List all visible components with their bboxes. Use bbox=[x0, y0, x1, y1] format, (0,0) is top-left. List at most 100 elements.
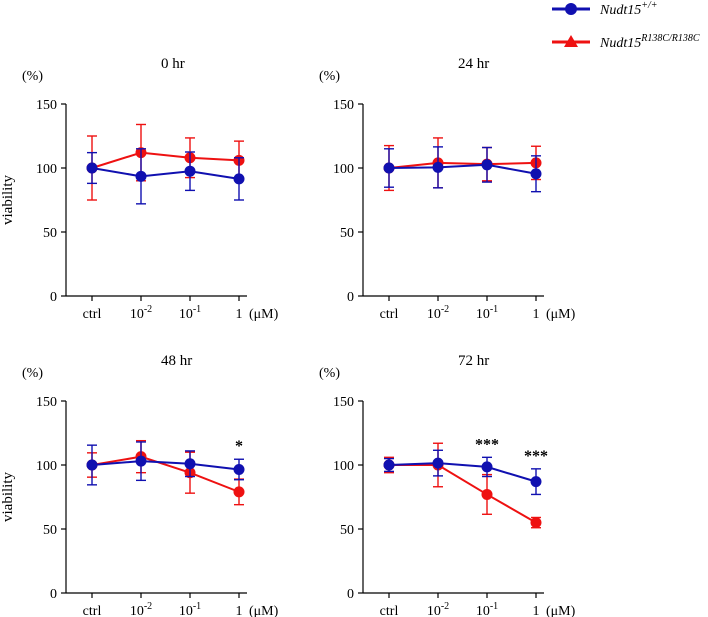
x-tick-label: 10-1 bbox=[179, 304, 201, 322]
y-tick-label: 150 bbox=[333, 98, 354, 113]
data-point bbox=[530, 517, 542, 529]
series-line bbox=[388, 163, 537, 175]
y-tick-label: 0 bbox=[50, 290, 57, 305]
x-tick-label: 10-2 bbox=[130, 304, 152, 322]
x-tick-exponent: -2 bbox=[144, 601, 152, 612]
series-mutant bbox=[383, 137, 542, 192]
x-tick-base: ctrl bbox=[83, 307, 102, 322]
data-point bbox=[481, 461, 493, 473]
chart-title: 72 hr bbox=[458, 353, 489, 369]
data-point bbox=[135, 455, 147, 467]
data-point bbox=[233, 173, 245, 185]
legend-wt-marker bbox=[565, 3, 577, 15]
legend-mut-superscript: R138C/R138C bbox=[640, 33, 700, 44]
series-line bbox=[388, 161, 537, 169]
data-point bbox=[86, 162, 98, 174]
x-tick-label: 10-1 bbox=[476, 601, 498, 617]
y-tick-label: 50 bbox=[340, 226, 354, 241]
y-tick-label: 0 bbox=[347, 290, 354, 305]
series-wt bbox=[86, 148, 245, 205]
chart-title: 48 hr bbox=[161, 353, 192, 369]
data-point bbox=[530, 476, 542, 488]
x-tick-base: 10 bbox=[130, 307, 144, 322]
series-line bbox=[91, 455, 240, 493]
data-point bbox=[481, 159, 493, 171]
data-point bbox=[530, 168, 542, 180]
y-tick-label: 100 bbox=[36, 162, 57, 177]
x-tick-label: 1 bbox=[533, 307, 540, 322]
data-point bbox=[383, 459, 395, 471]
legend: Nudt15+/+ Nudt15R138C/R138C bbox=[552, 0, 700, 51]
x-unit-label: (μM) bbox=[249, 604, 279, 617]
y-tick-label: 50 bbox=[43, 523, 57, 538]
series-line bbox=[388, 462, 537, 483]
x-tick-exponent: -2 bbox=[441, 601, 449, 612]
x-tick-base: 1 bbox=[236, 604, 243, 617]
data-point bbox=[383, 162, 395, 174]
chart-title: 0 hr bbox=[161, 56, 185, 72]
x-tick-base: 10 bbox=[476, 307, 490, 322]
x-tick-exponent: -1 bbox=[193, 601, 201, 612]
x-tick-base: 10 bbox=[130, 604, 144, 617]
y-tick-label: 0 bbox=[347, 587, 354, 602]
legend-mut-label: Nudt15R138C/R138C bbox=[599, 33, 700, 51]
series-line bbox=[91, 460, 240, 471]
series-wt bbox=[86, 441, 245, 486]
x-tick-label: 1 bbox=[236, 307, 243, 322]
series-mutant bbox=[86, 439, 245, 506]
series-line bbox=[91, 167, 240, 180]
legend-wt-label: Nudt15+/+ bbox=[599, 0, 658, 18]
data-point bbox=[233, 463, 245, 475]
y-axis-title: viability bbox=[0, 175, 16, 225]
legend-wt-name: Nudt15 bbox=[599, 3, 641, 18]
series-line bbox=[389, 464, 537, 524]
series-wt bbox=[383, 146, 542, 193]
y-unit-label: (%) bbox=[22, 69, 43, 84]
y-tick-label: 150 bbox=[36, 98, 57, 113]
x-unit-label: (μM) bbox=[249, 307, 279, 322]
data-point bbox=[481, 488, 493, 500]
x-tick-label: ctrl bbox=[380, 307, 399, 322]
x-unit-label: (μM) bbox=[546, 307, 576, 322]
x-tick-base: 1 bbox=[533, 307, 540, 322]
x-tick-exponent: -1 bbox=[193, 304, 201, 315]
x-tick-label: 10-1 bbox=[476, 304, 498, 322]
x-tick-base: ctrl bbox=[380, 604, 399, 617]
x-tick-base: ctrl bbox=[380, 307, 399, 322]
y-tick-label: 0 bbox=[50, 587, 57, 602]
x-tick-label: 10-2 bbox=[427, 601, 449, 617]
data-point bbox=[432, 457, 444, 469]
x-tick-exponent: -2 bbox=[144, 304, 152, 315]
x-tick-base: 10 bbox=[427, 604, 441, 617]
legend-mut-name: Nudt15 bbox=[599, 36, 641, 51]
x-tick-label: ctrl bbox=[83, 604, 102, 617]
data-point bbox=[184, 458, 196, 470]
x-tick-base: 10 bbox=[427, 307, 441, 322]
series-mutant bbox=[86, 123, 245, 201]
legend-wt-superscript: +/+ bbox=[641, 0, 657, 11]
x-tick-label: 10-2 bbox=[427, 304, 449, 322]
data-point bbox=[86, 459, 98, 471]
y-tick-label: 50 bbox=[340, 523, 354, 538]
x-unit-label: (μM) bbox=[546, 604, 576, 617]
x-tick-base: 10 bbox=[179, 307, 193, 322]
x-tick-base: 1 bbox=[236, 307, 243, 322]
y-tick-label: 150 bbox=[333, 395, 354, 410]
data-point bbox=[432, 161, 444, 173]
x-tick-base: 1 bbox=[533, 604, 540, 617]
significance-marker: * bbox=[235, 438, 243, 455]
y-tick-label: 100 bbox=[333, 162, 354, 177]
x-tick-exponent: -1 bbox=[490, 601, 498, 612]
x-tick-label: 1 bbox=[533, 604, 540, 617]
data-point bbox=[135, 170, 147, 182]
x-tick-base: ctrl bbox=[83, 604, 102, 617]
x-tick-label: 10-1 bbox=[179, 601, 201, 617]
data-point bbox=[233, 486, 245, 498]
x-tick-exponent: -1 bbox=[490, 304, 498, 315]
x-tick-label: 10-2 bbox=[130, 601, 152, 617]
